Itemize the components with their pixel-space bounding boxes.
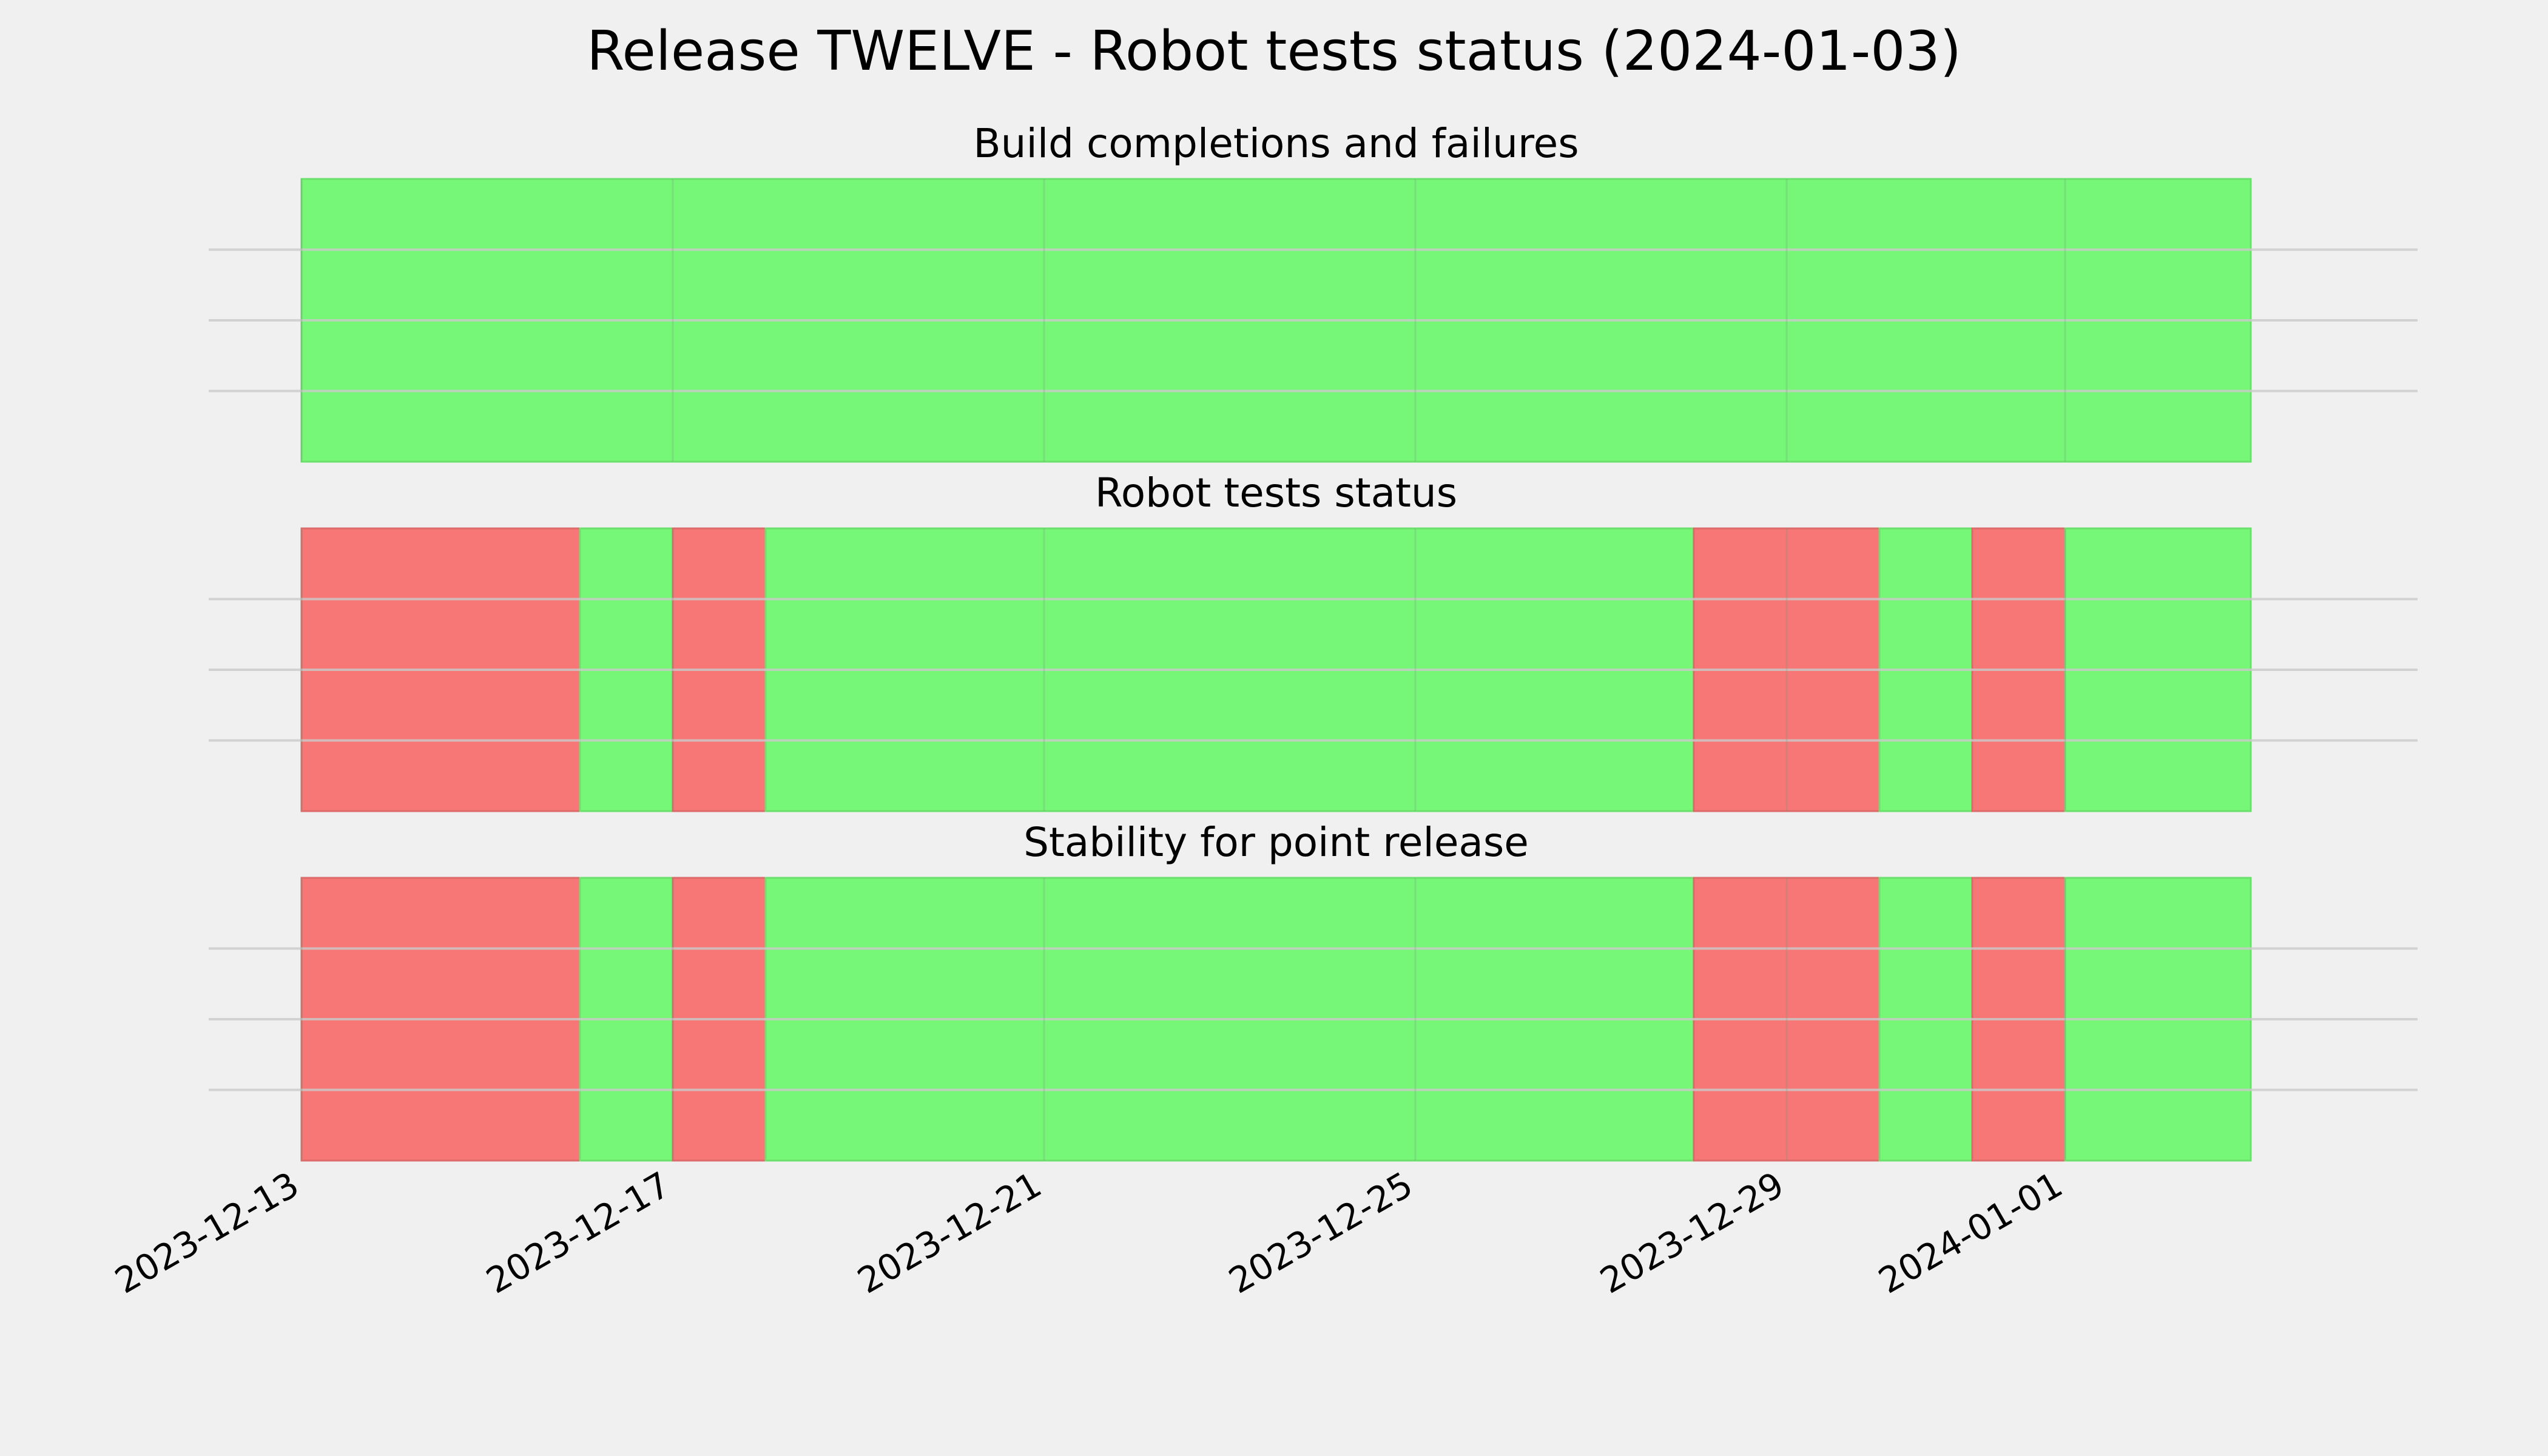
panels: Build completions and failures Robot test… [209, 120, 2418, 1162]
panel-title: Stability for point release [1023, 819, 1529, 866]
x-tick-label: 2023-12-25 [1222, 1164, 1420, 1301]
x-tick-label: 2023-12-21 [851, 1164, 1048, 1301]
panel: Robot tests status [209, 470, 2418, 812]
x-tick-label: 2023-12-29 [1593, 1164, 1791, 1301]
panel: Stability for point release [209, 819, 2418, 1162]
panel-title: Robot tests status [1095, 470, 1457, 516]
x-tick-label: 2023-12-13 [108, 1164, 306, 1301]
panel-title: Build completions and failures [973, 120, 1579, 167]
chart-title: Release TWELVE - Robot tests status (202… [587, 19, 1961, 83]
x-axis: 2023-12-13 2023-12-17 2023-12-21 2023-12-25… [108, 1164, 2069, 1301]
x-tick-label: 2024-01-01 [1872, 1164, 2069, 1301]
panel: Build completions and failures [209, 120, 2418, 463]
x-tick-label: 2023-12-17 [479, 1164, 677, 1301]
